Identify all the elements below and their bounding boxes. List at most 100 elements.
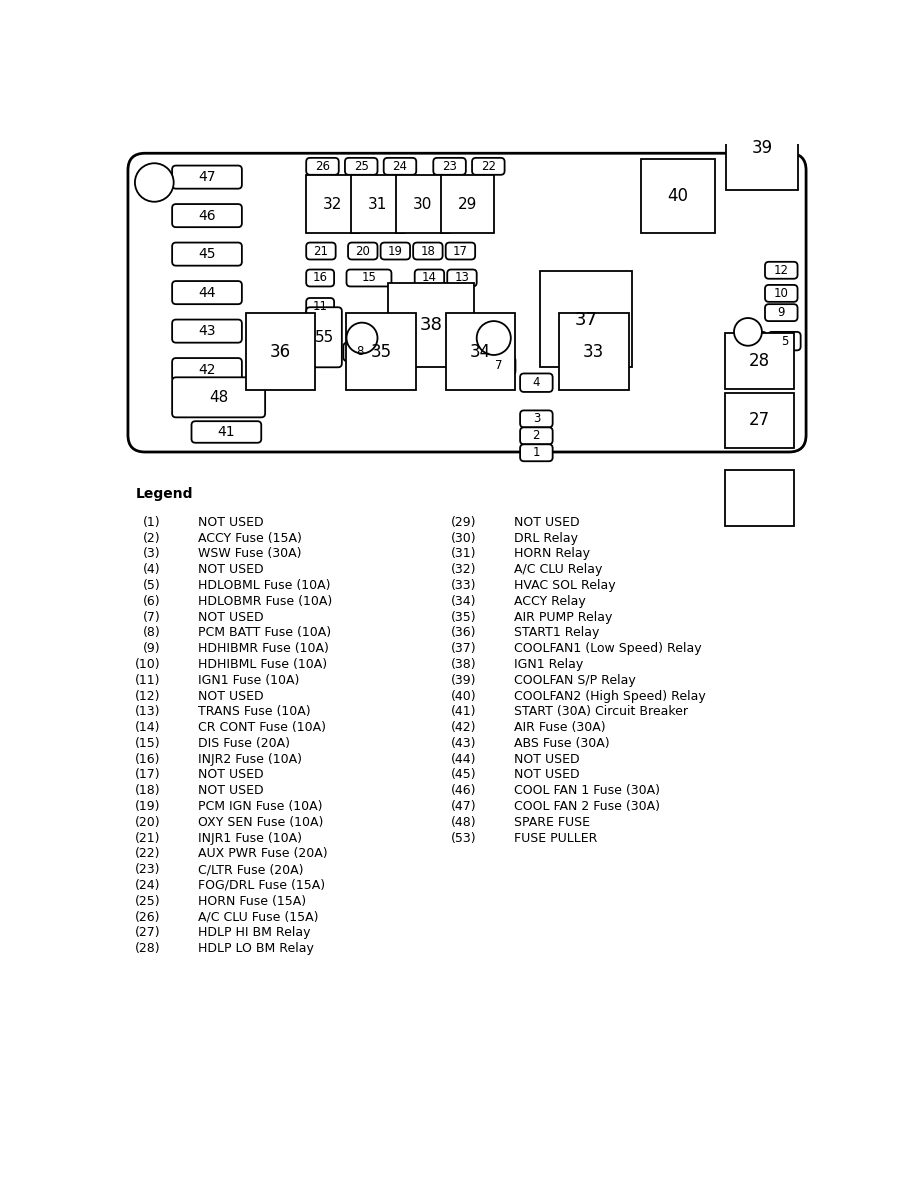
Text: NOT USED: NOT USED <box>198 563 263 576</box>
Text: START1 Relay: START1 Relay <box>513 626 599 640</box>
Text: 25: 25 <box>353 160 368 173</box>
Text: 42: 42 <box>198 362 216 377</box>
Text: 38: 38 <box>419 316 442 334</box>
Text: HDLOBMR Fuse (10A): HDLOBMR Fuse (10A) <box>198 595 332 608</box>
Text: (40): (40) <box>451 690 476 702</box>
Text: (16): (16) <box>135 752 160 766</box>
Text: 28: 28 <box>748 352 769 370</box>
Text: 43: 43 <box>198 324 216 338</box>
Text: PCM IGN Fuse (10A): PCM IGN Fuse (10A) <box>198 800 322 814</box>
FancyBboxPatch shape <box>172 281 241 304</box>
Text: 32: 32 <box>322 197 342 211</box>
FancyBboxPatch shape <box>519 427 552 444</box>
Circle shape <box>346 323 377 354</box>
Text: (33): (33) <box>451 580 476 592</box>
Text: NOT USED: NOT USED <box>198 768 263 781</box>
Text: 44: 44 <box>198 286 216 300</box>
Text: COOLFAN1 (Low Speed) Relay: COOLFAN1 (Low Speed) Relay <box>513 642 701 655</box>
Text: (26): (26) <box>135 911 160 924</box>
Text: HVAC SOL Relay: HVAC SOL Relay <box>513 580 615 592</box>
FancyBboxPatch shape <box>128 154 805 452</box>
Text: (10): (10) <box>135 658 160 671</box>
Text: PCM BATT Fuse (10A): PCM BATT Fuse (10A) <box>198 626 331 640</box>
Text: 22: 22 <box>480 160 496 173</box>
Text: AIR PUMP Relay: AIR PUMP Relay <box>513 611 611 624</box>
Text: 17: 17 <box>453 245 467 258</box>
Text: (8): (8) <box>143 626 160 640</box>
Text: COOL FAN 2 Fuse (30A): COOL FAN 2 Fuse (30A) <box>513 800 660 814</box>
FancyBboxPatch shape <box>767 332 800 350</box>
Text: (27): (27) <box>135 926 160 940</box>
FancyBboxPatch shape <box>640 160 714 233</box>
Circle shape <box>733 318 761 346</box>
Text: (35): (35) <box>451 611 476 624</box>
Text: ACCY Fuse (15A): ACCY Fuse (15A) <box>198 532 302 545</box>
Text: 18: 18 <box>420 245 435 258</box>
Text: (24): (24) <box>135 878 160 892</box>
FancyBboxPatch shape <box>724 470 793 526</box>
FancyBboxPatch shape <box>306 158 338 175</box>
Text: 34: 34 <box>469 343 491 361</box>
FancyBboxPatch shape <box>519 373 552 392</box>
Text: DRL Relay: DRL Relay <box>513 532 578 545</box>
Text: COOLFAN S/P Relay: COOLFAN S/P Relay <box>513 673 635 686</box>
Text: 48: 48 <box>209 390 228 404</box>
FancyBboxPatch shape <box>172 377 265 418</box>
FancyBboxPatch shape <box>445 242 475 259</box>
FancyBboxPatch shape <box>433 158 466 175</box>
FancyBboxPatch shape <box>380 242 410 259</box>
Text: 47: 47 <box>198 170 216 184</box>
FancyBboxPatch shape <box>172 358 241 382</box>
Text: IGN1 Fuse (10A): IGN1 Fuse (10A) <box>198 673 299 686</box>
Text: 6: 6 <box>746 335 753 348</box>
Text: 5: 5 <box>780 335 787 348</box>
FancyBboxPatch shape <box>346 313 415 390</box>
Text: ACCY Relay: ACCY Relay <box>513 595 585 608</box>
Text: (38): (38) <box>451 658 476 671</box>
FancyBboxPatch shape <box>558 313 628 390</box>
Text: (11): (11) <box>135 673 160 686</box>
Text: (25): (25) <box>135 895 160 907</box>
Text: NOT USED: NOT USED <box>513 768 578 781</box>
Text: (6): (6) <box>143 595 160 608</box>
FancyBboxPatch shape <box>764 284 797 302</box>
Text: (43): (43) <box>451 737 476 750</box>
Text: 23: 23 <box>442 160 456 173</box>
Text: NOT USED: NOT USED <box>198 516 263 529</box>
Text: (34): (34) <box>451 595 476 608</box>
Text: (28): (28) <box>135 942 160 955</box>
Text: C/LTR Fuse (20A): C/LTR Fuse (20A) <box>198 863 302 876</box>
Text: 2: 2 <box>532 430 539 443</box>
FancyBboxPatch shape <box>446 270 476 287</box>
Text: (46): (46) <box>451 785 476 797</box>
Text: (23): (23) <box>135 863 160 876</box>
Text: NOT USED: NOT USED <box>513 752 578 766</box>
FancyBboxPatch shape <box>539 271 631 367</box>
Text: (30): (30) <box>451 532 476 545</box>
FancyBboxPatch shape <box>724 392 793 448</box>
FancyBboxPatch shape <box>306 298 333 314</box>
Text: 4: 4 <box>532 376 539 389</box>
Text: HDLP HI BM Relay: HDLP HI BM Relay <box>198 926 310 940</box>
FancyBboxPatch shape <box>441 175 493 233</box>
Text: 13: 13 <box>454 271 469 284</box>
FancyBboxPatch shape <box>343 343 375 361</box>
Text: (48): (48) <box>451 816 476 829</box>
FancyBboxPatch shape <box>172 166 241 188</box>
Text: (2): (2) <box>143 532 160 545</box>
Text: 10: 10 <box>773 287 788 300</box>
FancyBboxPatch shape <box>519 410 552 427</box>
Text: INJR1 Fuse (10A): INJR1 Fuse (10A) <box>198 832 302 845</box>
FancyBboxPatch shape <box>733 332 766 350</box>
Text: (15): (15) <box>135 737 160 750</box>
FancyBboxPatch shape <box>415 270 444 287</box>
FancyBboxPatch shape <box>472 158 504 175</box>
Text: 14: 14 <box>422 271 436 284</box>
Text: OXY SEN Fuse (10A): OXY SEN Fuse (10A) <box>198 816 322 829</box>
Text: NOT USED: NOT USED <box>513 516 578 529</box>
FancyBboxPatch shape <box>351 175 404 233</box>
Text: 3: 3 <box>532 413 539 425</box>
Text: HDLP LO BM Relay: HDLP LO BM Relay <box>198 942 313 955</box>
Text: TRANS Fuse (10A): TRANS Fuse (10A) <box>198 706 310 719</box>
Text: Legend: Legend <box>136 487 193 500</box>
